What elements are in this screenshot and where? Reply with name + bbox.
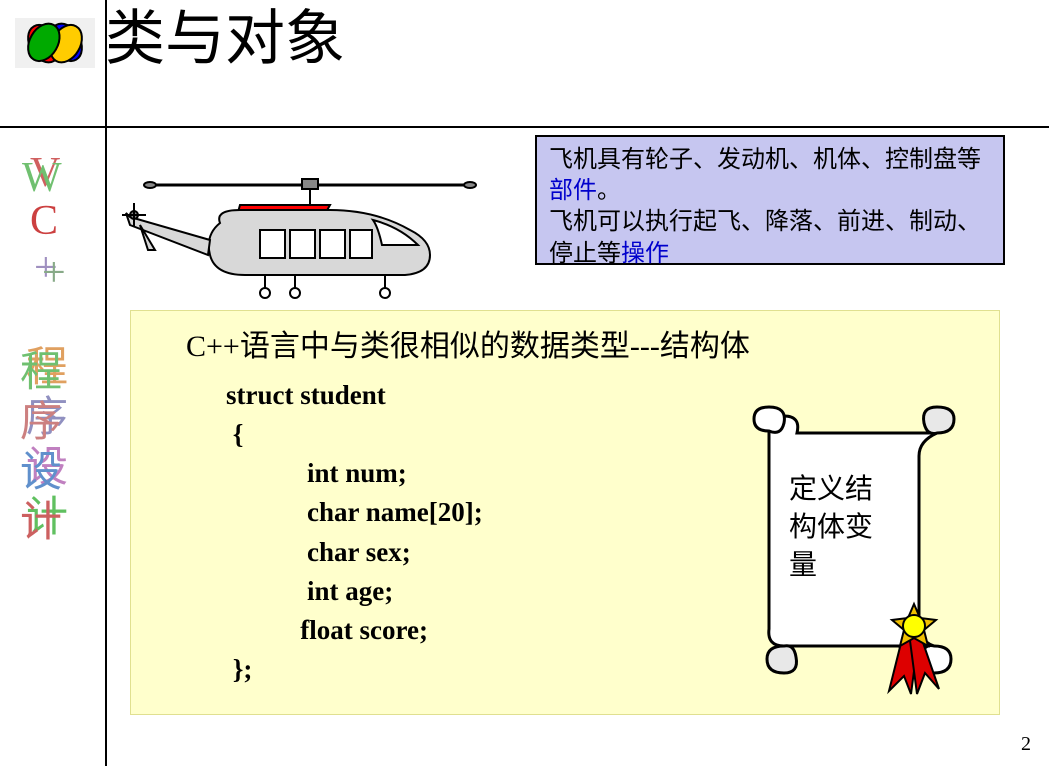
slide-title: 类与对象 — [105, 0, 345, 77]
helicopter-image — [120, 155, 500, 305]
scroll-text: 定义结 构体变 量 — [789, 471, 873, 584]
logo-icon — [15, 18, 95, 68]
code-block: struct student { int num; char name[20];… — [226, 376, 483, 689]
horizontal-rule — [0, 126, 1049, 128]
vertical-rule — [105, 0, 107, 766]
infobox-text-1a: 飞机具有轮子、发动机、机体、控制盘等 — [549, 147, 981, 173]
sidebar-watermark: VWC++程程序序设设计计 — [20, 150, 80, 650]
infobox-text-2a: 飞机可以执行起飞、降落、前进、制动、停止等 — [549, 209, 981, 266]
infobox-highlight-2: 操作 — [621, 241, 669, 267]
scroll-image: 定义结 构体变 量 — [739, 401, 964, 696]
infobox-highlight-1: 部件 — [549, 178, 597, 204]
page-number: 2 — [1021, 733, 1031, 756]
content-box-title: C++语言中与类很相似的数据类型---结构体 — [186, 321, 750, 365]
info-box: 飞机具有轮子、发动机、机体、控制盘等部件。 飞机可以执行起飞、降落、前进、制动、… — [535, 135, 1005, 265]
content-box: C++语言中与类很相似的数据类型---结构体 struct student { … — [130, 310, 1000, 715]
slide: 类与对象 VWC++程程序序设设计计 — [0, 0, 1049, 766]
infobox-text-1c: 。 — [597, 178, 621, 204]
